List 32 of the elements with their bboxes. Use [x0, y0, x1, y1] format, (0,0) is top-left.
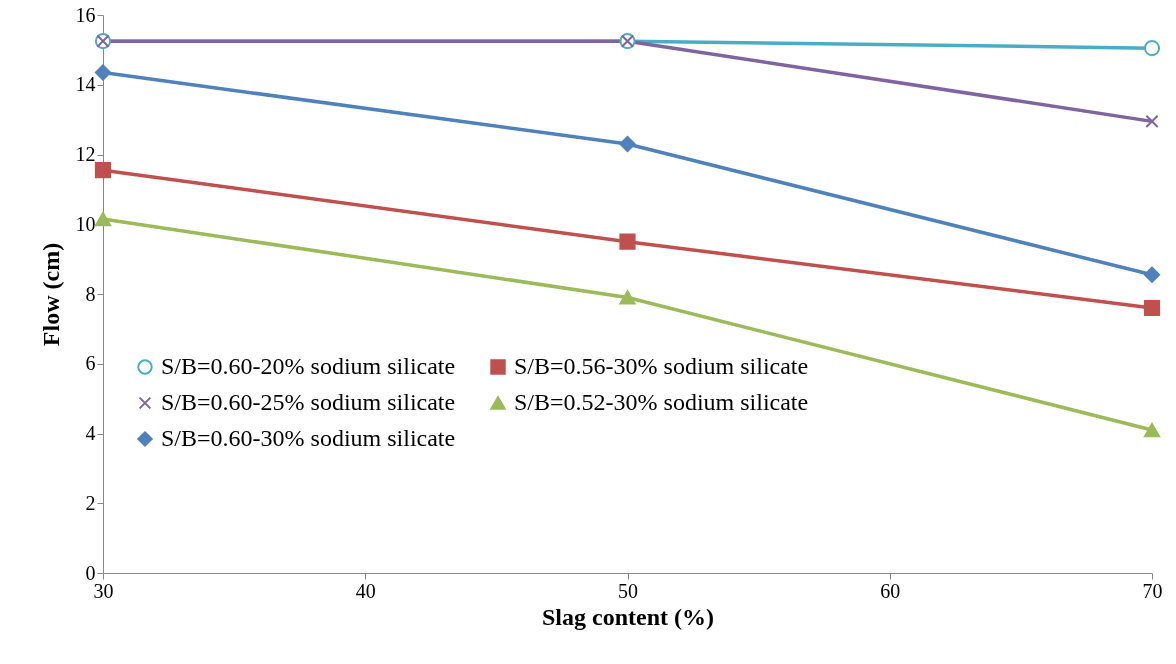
x-tick-label: 50 — [618, 579, 638, 602]
point — [1143, 422, 1161, 438]
point — [1143, 266, 1161, 283]
y-tick-label: 0 — [85, 561, 96, 584]
point — [94, 162, 112, 179]
point — [1145, 114, 1159, 129]
y-tick-label: 4 — [85, 422, 96, 444]
point — [94, 211, 112, 227]
point — [619, 135, 636, 153]
legend-label: S/B=0.60-30% sodium silicate — [161, 425, 456, 451]
point — [619, 290, 636, 305]
x-tick-label: 30 — [93, 579, 114, 602]
y-tick-label: 10 — [75, 212, 96, 235]
y-tick-label: 2 — [85, 491, 96, 514]
x-axis-title: Slag content (%) — [542, 603, 714, 630]
y-tick-label: 16 — [75, 3, 96, 26]
point — [619, 233, 636, 250]
y-tick-label: 8 — [85, 282, 96, 305]
y-tick-label: 12 — [75, 143, 96, 165]
legend-label: S/B=0.52-30% sodium silicate — [514, 389, 809, 415]
legend-label: S/B=0.60-25% sodium silicate — [161, 389, 456, 415]
y-tick-label: 6 — [85, 352, 96, 375]
point — [1143, 299, 1161, 317]
point — [94, 64, 112, 81]
x-tick-label: 70 — [1142, 579, 1163, 602]
y-axis-title: Flow (cm) — [37, 242, 64, 347]
x-tick-label: 40 — [355, 579, 376, 602]
legend-label: S/B=0.56-30% sodium silicate — [514, 353, 809, 379]
x-tick-label: 60 — [880, 579, 901, 602]
y-tick-label: 14 — [75, 73, 96, 96]
legend-label: S/B=0.60-20% sodium silicate — [161, 353, 456, 379]
point — [1143, 40, 1161, 57]
